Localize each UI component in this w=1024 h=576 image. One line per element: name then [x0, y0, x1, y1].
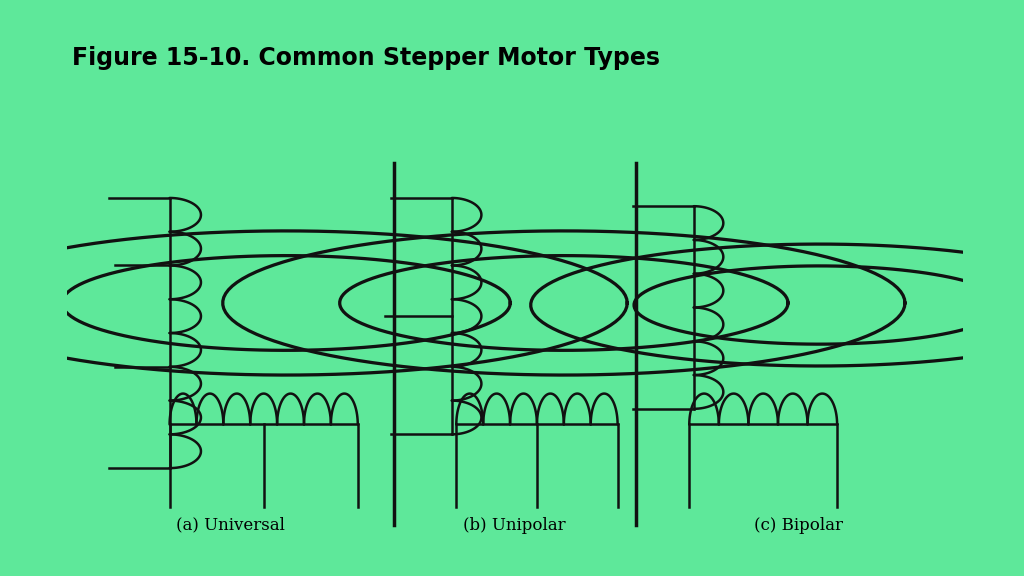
Text: (b) Unipolar: (b) Unipolar — [463, 517, 566, 534]
Text: Figure 15-10. Common Stepper Motor Types: Figure 15-10. Common Stepper Motor Types — [72, 46, 659, 70]
Text: (a) Universal: (a) Universal — [176, 517, 285, 534]
Text: (c) Bipolar: (c) Bipolar — [754, 517, 843, 534]
